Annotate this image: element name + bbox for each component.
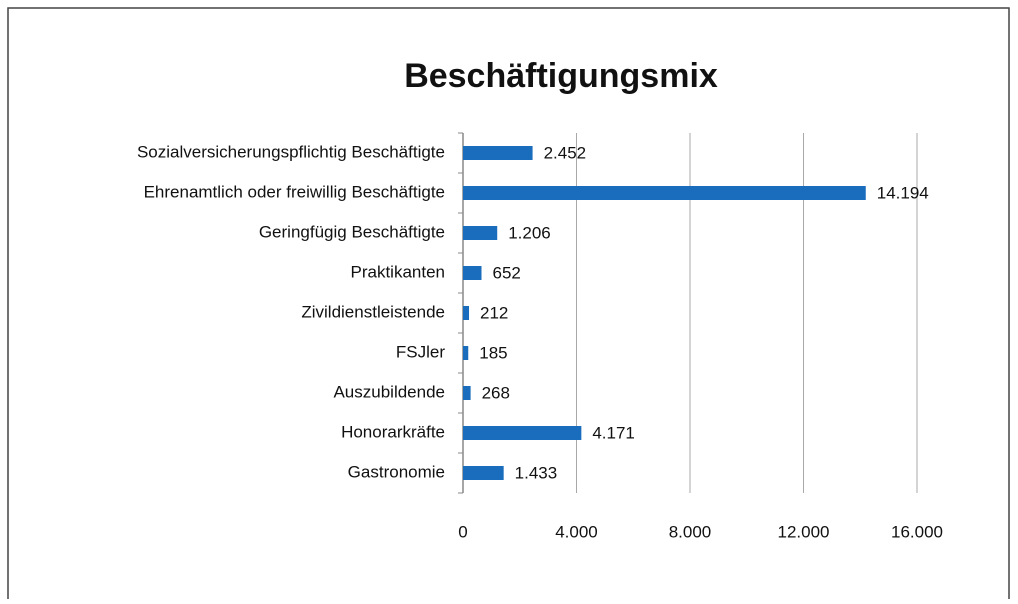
x-tick-label: 8.000 (669, 522, 712, 541)
x-tick-label: 16.000 (891, 522, 943, 541)
frame (7, 7, 1010, 604)
y-tick-label: Sozialversicherungspflichtig Beschäftigt… (137, 142, 445, 161)
bar (463, 226, 498, 240)
bar (463, 306, 470, 320)
bar (463, 146, 533, 160)
data-label: 14.194 (877, 183, 929, 202)
y-tick-label: FSJler (396, 342, 445, 361)
bar (463, 426, 582, 440)
data-label: 268 (482, 383, 510, 402)
data-label: 1.433 (515, 463, 558, 482)
data-label: 652 (493, 263, 521, 282)
bar (463, 466, 504, 480)
data-label: 4.171 (592, 423, 635, 442)
data-label: 185 (479, 343, 507, 362)
chart-title: Beschäftigungsmix (404, 57, 718, 95)
bar (463, 386, 471, 400)
bar (463, 186, 866, 200)
x-tick-label: 0 (458, 522, 467, 541)
y-tick-label: Auszubildende (333, 382, 445, 401)
y-tick-label: Geringfügig Beschäftigte (259, 222, 445, 241)
y-tick-label: Zivildienstleistende (301, 302, 445, 321)
bar (463, 266, 482, 280)
y-tick-label: Praktikanten (351, 262, 446, 281)
y-tick-label: Ehrenamtlich oder freiwillig Beschäftigt… (144, 182, 445, 201)
x-tick-label: 4.000 (555, 522, 598, 541)
y-tick-label: Honorarkräfte (341, 422, 445, 441)
y-tick-label: Gastronomie (348, 462, 445, 481)
data-label: 1.206 (508, 223, 551, 242)
data-label: 212 (480, 303, 508, 322)
x-tick-label: 12.000 (778, 522, 830, 541)
bar (463, 346, 469, 360)
data-label: 2.452 (544, 143, 587, 162)
